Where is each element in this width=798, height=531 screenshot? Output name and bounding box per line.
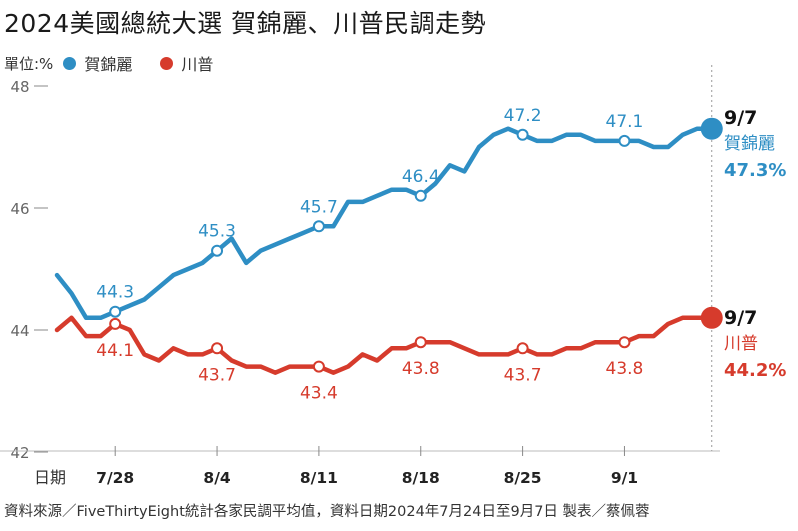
data-point-marker [312, 360, 325, 373]
x-axis-label: 日期 [34, 468, 66, 487]
legend-label-harris: 賀錦麗 [84, 55, 133, 74]
x-tick-label: 8/18 [402, 469, 440, 487]
end-series-name: 川普 [724, 334, 758, 354]
axis-layer: 42 44 46 48 日期 7/28 8/4 8/11 8/18 8/25 9/1 [0, 65, 720, 487]
y-tick-label: 44 [10, 322, 29, 340]
unit-label: 單位:% [4, 54, 54, 73]
y-tick-label: 46 [10, 200, 29, 218]
label-layer: 44.3 45.3 45.7 46.4 47.2 47.1 9/7 賀錦麗 47.3% 44.1 4… [96, 106, 786, 404]
harris-line [54, 126, 715, 321]
end-date-label: 9/7 [724, 307, 757, 329]
data-label: 47.1 [606, 112, 644, 132]
line-chart: 42 44 46 48 日期 7/28 8/4 8/11 8/18 8/25 9/1 44.3 45.… [0, 65, 786, 487]
source-note: 資料來源／FiveThirtyEight統計各家民調平均值，資料日期2024年7… [4, 504, 650, 520]
legend-item-harris: 賀錦麗 [63, 51, 132, 75]
series-layer [54, 117, 723, 375]
data-point-marker [516, 342, 529, 355]
x-tick-label: 7/28 [96, 469, 134, 487]
data-point-marker [211, 244, 224, 257]
x-tick-label: 8/25 [504, 469, 542, 487]
y-tick-label: 42 [10, 444, 29, 462]
end-point-marker [700, 117, 723, 140]
x-tick-label: 9/1 [611, 469, 638, 487]
data-point-marker [618, 134, 631, 147]
end-point-marker [700, 306, 723, 329]
data-label: 43.7 [504, 365, 542, 385]
data-label: 43.8 [606, 359, 644, 379]
chart-title: 2024美國總統大選 賀錦麗、川普民調走勢 [4, 9, 487, 38]
data-label: 43.7 [198, 365, 236, 385]
data-point-marker [516, 128, 529, 141]
data-label: 47.2 [504, 106, 542, 126]
y-tick-label: 48 [10, 78, 29, 96]
legend-dot-harris [63, 56, 77, 70]
data-label: 44.1 [96, 341, 134, 361]
data-point-marker [211, 342, 224, 355]
legend-item-trump: 川普 [160, 51, 213, 75]
x-tick-label: 8/11 [300, 469, 338, 487]
data-point-marker [414, 189, 427, 202]
data-label: 44.3 [96, 283, 134, 303]
data-label: 43.8 [402, 359, 440, 379]
legend: 單位:% 賀錦麗 川普 [4, 51, 241, 75]
trump-line [54, 315, 715, 375]
data-point-marker [109, 317, 122, 330]
data-point-marker [414, 336, 427, 349]
data-point-marker [618, 336, 631, 349]
data-point-marker [312, 220, 325, 233]
data-label: 43.4 [300, 384, 338, 404]
data-label: 45.7 [300, 197, 338, 217]
legend-dot-trump [160, 56, 174, 70]
end-value-label: 44.2% [724, 360, 786, 381]
data-label: 45.3 [198, 222, 236, 242]
data-label: 46.4 [402, 167, 440, 187]
x-tick-label: 8/4 [203, 469, 230, 487]
end-value-label: 47.3% [724, 160, 786, 181]
end-series-name: 賀錦麗 [724, 134, 775, 154]
legend-label-trump: 川普 [181, 55, 214, 74]
data-point-marker [109, 305, 122, 318]
end-date-label: 9/7 [724, 107, 757, 129]
